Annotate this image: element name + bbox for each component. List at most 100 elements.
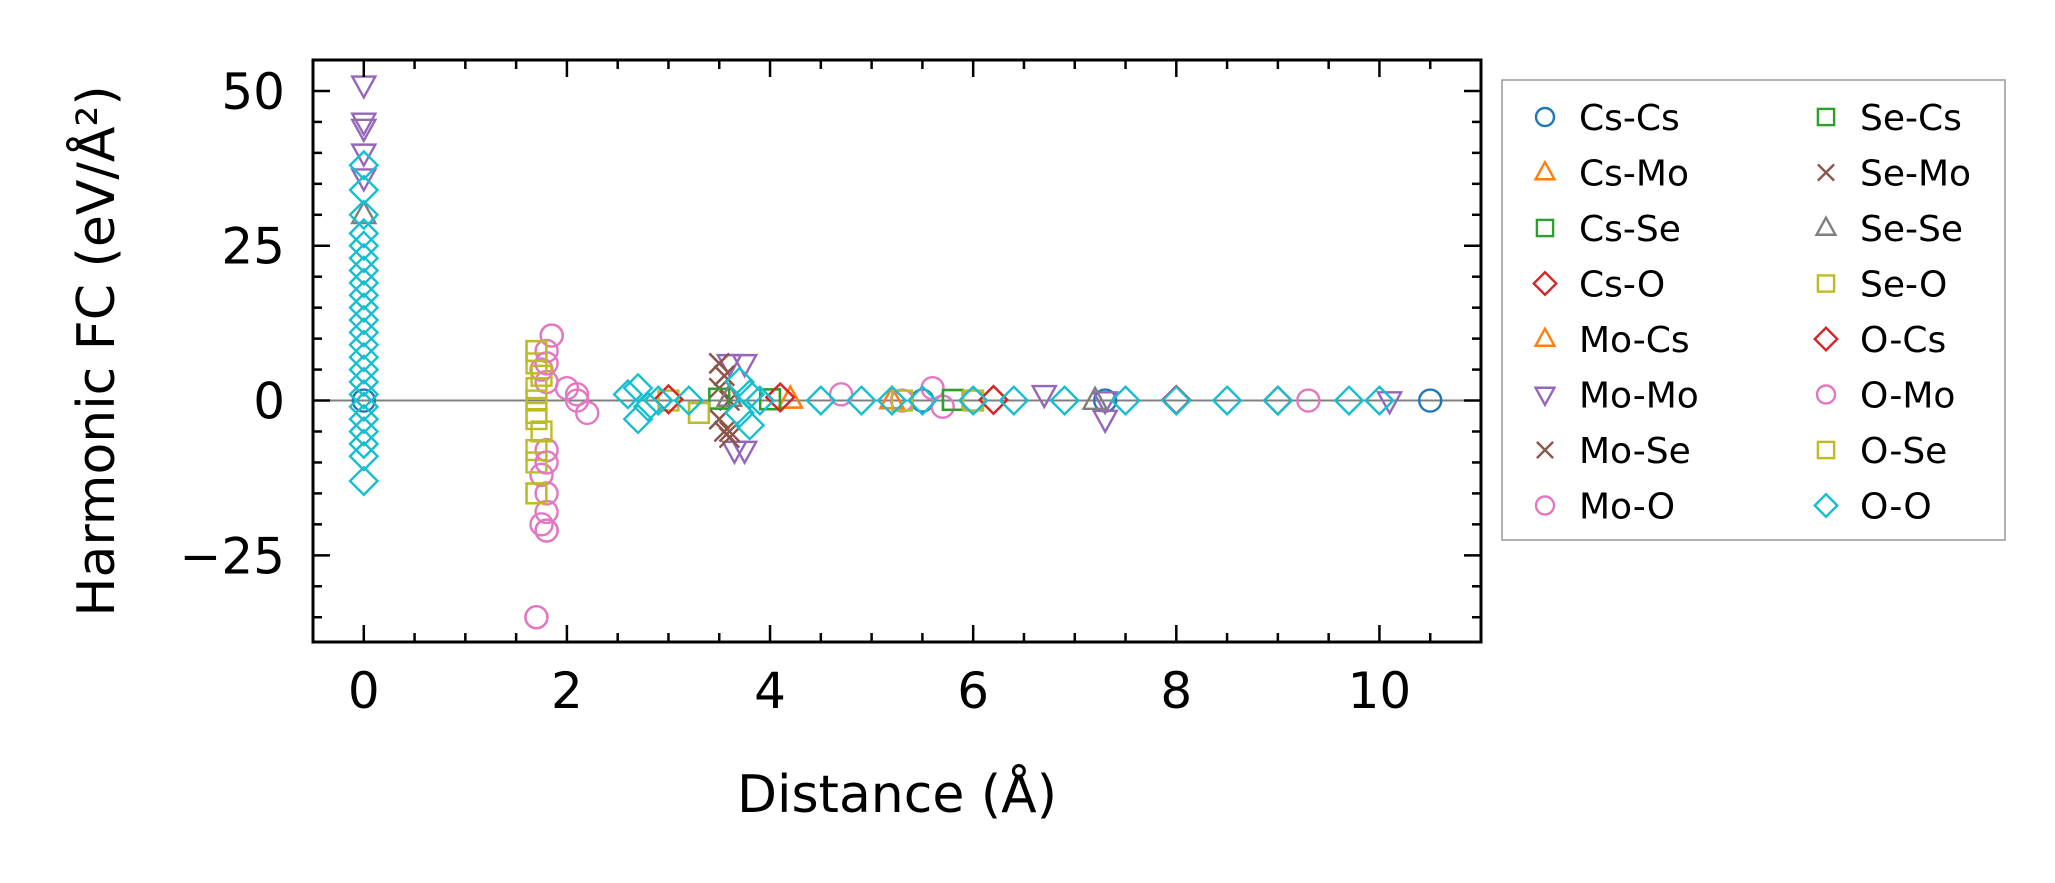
y-tick-label: −25 <box>179 527 285 585</box>
data-point <box>978 384 1009 416</box>
data-point <box>350 199 378 225</box>
data-point <box>350 168 378 193</box>
data-point <box>348 329 380 361</box>
y-tick-label: 50 <box>221 63 285 121</box>
data-point <box>525 408 548 431</box>
legend-label: Mo-O <box>1579 487 1675 528</box>
data-point <box>530 420 553 443</box>
data-point <box>348 341 380 373</box>
data-point <box>348 465 380 497</box>
y-tick-labels: −25 0 25 50 <box>179 63 285 585</box>
data-point <box>348 366 380 398</box>
data-point <box>642 385 674 416</box>
legend-marker <box>1535 218 1555 238</box>
legend-entry: Cs-Se <box>1535 209 1681 250</box>
legend-label: Mo-Mo <box>1579 376 1699 417</box>
data-point <box>348 403 380 435</box>
y-tick-label: 25 <box>221 218 285 276</box>
x-tick-label: 2 <box>551 662 583 720</box>
legend-marker <box>1813 326 1839 352</box>
data-point <box>846 385 877 416</box>
data-point <box>525 352 548 375</box>
data-point <box>1376 391 1404 416</box>
legend-frame <box>1501 79 2006 541</box>
data-point <box>525 339 548 363</box>
legend-label: O-O <box>1860 487 1932 528</box>
data-point <box>1418 388 1443 413</box>
legend-entry: Se-Cs <box>1816 98 1962 139</box>
legend-entry: Se-O <box>1816 265 1947 306</box>
data-point <box>828 382 854 407</box>
legend-label: Se-O <box>1860 265 1947 306</box>
legend-entry: Se-Se <box>1814 209 1963 250</box>
legend-label: O-Se <box>1860 431 1947 472</box>
data-point <box>534 518 559 543</box>
legend-marker <box>1536 441 1554 459</box>
data-point <box>713 365 736 387</box>
data-point <box>1363 385 1395 416</box>
data-point <box>525 451 548 474</box>
data-point <box>708 352 731 375</box>
series-o-o <box>348 149 1395 497</box>
data-point <box>1296 388 1321 413</box>
legend-label: Se-Cs <box>1860 98 1962 139</box>
x-tick-label: 8 <box>1160 662 1192 720</box>
data-point <box>351 388 376 413</box>
data-point <box>348 416 380 447</box>
data-point <box>348 174 380 206</box>
data-point <box>350 118 378 144</box>
data-point <box>1333 385 1365 416</box>
data-point <box>776 384 804 409</box>
legend-label: Cs-Mo <box>1579 154 1689 195</box>
plot-area <box>313 60 1481 642</box>
data-point <box>350 143 378 169</box>
legend-entry: Mo-Cs <box>1533 320 1690 361</box>
legend-marker <box>1816 440 1836 460</box>
legend-entry: O-O <box>1813 487 1932 528</box>
legend-label: Mo-Cs <box>1579 320 1690 361</box>
legend-marker <box>1533 386 1557 408</box>
x-tick-label: 4 <box>754 662 786 720</box>
legend-label: Se-Se <box>1860 209 1963 250</box>
data-point <box>731 440 759 466</box>
legend-entry: Cs-O <box>1532 265 1665 306</box>
data-point <box>348 149 380 181</box>
legend-entry: Cs-Mo <box>1533 154 1689 195</box>
series-o-mo <box>524 323 590 630</box>
data-point <box>622 403 654 435</box>
data-point <box>890 389 914 412</box>
data-point <box>348 316 380 348</box>
x-tick-label: 10 <box>1348 662 1412 720</box>
data-point <box>348 304 380 336</box>
data-point <box>744 385 776 416</box>
data-point <box>612 378 644 410</box>
data-point <box>1160 385 1192 416</box>
legend-label: Mo-Se <box>1579 431 1691 472</box>
data-point <box>525 482 548 505</box>
legend-entry: O-Se <box>1816 431 1947 472</box>
legend-entry: Mo-Mo <box>1533 376 1699 417</box>
legend-marker <box>1816 107 1836 127</box>
data-point <box>348 354 380 386</box>
y-tick-label: 0 <box>253 373 285 431</box>
data-point <box>724 366 756 398</box>
legend-entry: O-Cs <box>1813 320 1946 361</box>
legend-entry: O-Mo <box>1815 376 1955 417</box>
legend-marker <box>1532 270 1558 297</box>
legend-marker <box>1815 384 1837 405</box>
data-point <box>534 450 559 475</box>
data-point <box>348 267 380 299</box>
x-tick-label: 6 <box>957 662 989 720</box>
legend-marker <box>1534 106 1556 128</box>
legend: Cs-Cs Cs-Mo Cs-Se Cs-O Mo-Cs Mo-Mo Mo-Se Mo-O Se… <box>1501 79 2006 541</box>
legend-label: Cs-Se <box>1579 209 1681 250</box>
data-point <box>348 440 380 472</box>
data-point <box>348 199 380 231</box>
data-point <box>530 364 553 387</box>
data-point <box>906 385 938 416</box>
data-point <box>1081 385 1109 410</box>
data-point <box>1091 391 1119 416</box>
data-point <box>529 512 554 537</box>
data-point <box>957 385 989 416</box>
legend-marker <box>1533 159 1557 181</box>
